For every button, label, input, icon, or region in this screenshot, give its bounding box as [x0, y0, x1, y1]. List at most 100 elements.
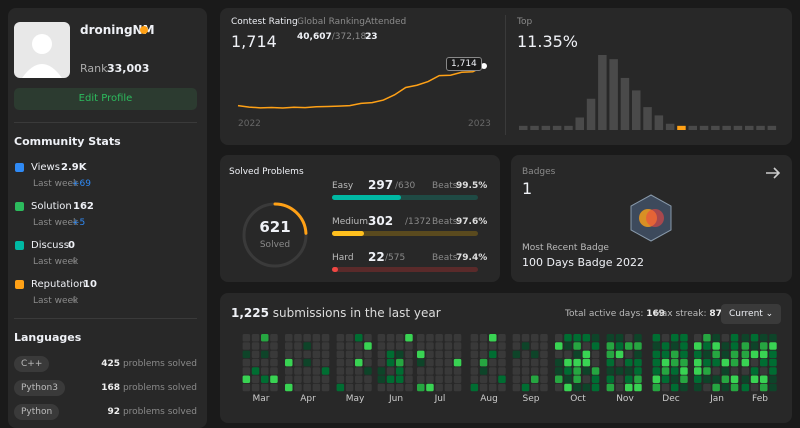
heatmap-cell: [479, 358, 488, 367]
progress-bar: [332, 267, 338, 272]
heatmap-cell: [355, 334, 363, 342]
divider: [14, 122, 197, 123]
heatmap-cell: [345, 383, 354, 392]
contest-card: [220, 8, 792, 145]
heatmap-cell: [453, 350, 462, 359]
heatmap-cell: [582, 367, 591, 375]
heatmap-cell: [652, 334, 661, 342]
heatmap-cell: [377, 334, 386, 342]
year-selector[interactable]: Current ⌄: [721, 304, 781, 324]
heatmap-cell: [512, 375, 521, 383]
heatmap-cell: [540, 334, 548, 342]
heatmap-cell: [625, 383, 633, 392]
heatmap-cell: [396, 342, 404, 350]
level-total: /575: [385, 253, 406, 263]
heatmap-cell: [531, 358, 539, 367]
edit-profile-button[interactable]: Edit Profile: [14, 88, 197, 110]
heatmap-cell: [512, 383, 521, 392]
value: 169: [646, 309, 666, 319]
heatmap-cell: [540, 358, 548, 367]
max-streak: Max streak: 87: [654, 309, 722, 319]
heatmap-cell: [606, 334, 615, 342]
heatmap-cell: [712, 334, 720, 342]
beats-label: Beats: [432, 181, 458, 191]
heatmap-cell: [582, 342, 591, 350]
beats-label: Beats: [432, 253, 458, 263]
badge-count: 1: [522, 179, 533, 198]
heatmap-cell: [444, 383, 453, 392]
heatmap-cell: [364, 358, 372, 367]
heatmap-cell: [555, 383, 563, 392]
arrow-button[interactable]: [764, 165, 782, 181]
heatmap-cell: [285, 367, 293, 375]
heatmap-cell: [769, 350, 777, 359]
heatmap-cell: [750, 350, 759, 359]
last-week-label: Last week: [33, 296, 79, 306]
histogram-bar: [688, 125, 697, 130]
heatmap-cell: [321, 334, 330, 342]
heatmap-cell: [396, 375, 404, 383]
heatmap-cell: [652, 367, 661, 375]
avatar[interactable]: [14, 22, 70, 78]
heatmap-cell: [285, 375, 293, 383]
heatmap-cell: [261, 383, 269, 392]
heatmap-cell: [606, 367, 615, 375]
heatmap-cell: [312, 358, 321, 367]
heatmap-cell: [615, 383, 624, 392]
heatmap-cell: [741, 367, 750, 375]
heatmap-cell: [769, 358, 777, 367]
heatmap-cell: [435, 350, 443, 359]
rank-label: Rank: [80, 62, 108, 75]
heatmap-cell: [242, 358, 251, 367]
heatmap-cell: [345, 350, 354, 359]
heatmap-cell: [377, 375, 386, 383]
heatmap-cell: [555, 350, 563, 359]
heatmap-cell: [573, 342, 581, 350]
heatmap-cell: [386, 350, 395, 359]
heatmap-cell: [703, 334, 711, 342]
heatmap-cell: [652, 375, 661, 383]
heatmap-cell: [680, 375, 688, 383]
heatmap-cell: [512, 358, 521, 367]
heatmap-cell: [573, 334, 581, 342]
heatmap-cell: [470, 383, 479, 392]
heatmap-cell: [703, 342, 711, 350]
heatmap-cell: [680, 334, 688, 342]
heatmap-cell: [405, 375, 413, 383]
last-week-label: Last week: [33, 218, 79, 228]
heatmap-cell: [703, 383, 711, 392]
badge-icon[interactable]: [628, 193, 674, 243]
level-solved: 297: [368, 178, 394, 192]
heatmap-cell: [564, 342, 572, 350]
heatmap-cell: [634, 358, 642, 367]
histogram-bar: [733, 125, 743, 130]
heatmap-cell: [750, 358, 759, 367]
heatmap-cell: [634, 334, 642, 342]
heatmap-cell: [303, 350, 311, 359]
heatmap-cell: [652, 358, 661, 367]
heatmap-cell: [444, 358, 453, 367]
rank: 33,003: [107, 62, 150, 75]
heatmap-cell: [312, 334, 321, 342]
heatmap-cell: [405, 334, 413, 342]
heatmap-cell: [498, 367, 506, 375]
heatmap-cell: [730, 350, 739, 359]
global-rank-value: 40,607: [297, 32, 332, 42]
stat-label: Reputation: [31, 279, 86, 290]
heatmap-cell: [345, 367, 354, 375]
heatmap-cell: [741, 375, 750, 383]
heatmap-cell: [345, 342, 354, 350]
heatmap-cell: [285, 342, 293, 350]
heatmap-cell: [712, 342, 720, 350]
heatmap-cell: [750, 367, 759, 375]
heatmap-cell: [531, 342, 539, 350]
histogram-bar: [643, 107, 652, 130]
heatmap-cell: [303, 334, 311, 342]
heatmap-cell: [444, 375, 453, 383]
heatmap-cell: [750, 383, 759, 392]
heatmap-cell: [760, 334, 768, 342]
rating-chart: [237, 63, 487, 109]
attended: 23: [365, 32, 378, 42]
heatmap-cell: [521, 334, 530, 342]
heatmap-cell: [694, 383, 702, 392]
